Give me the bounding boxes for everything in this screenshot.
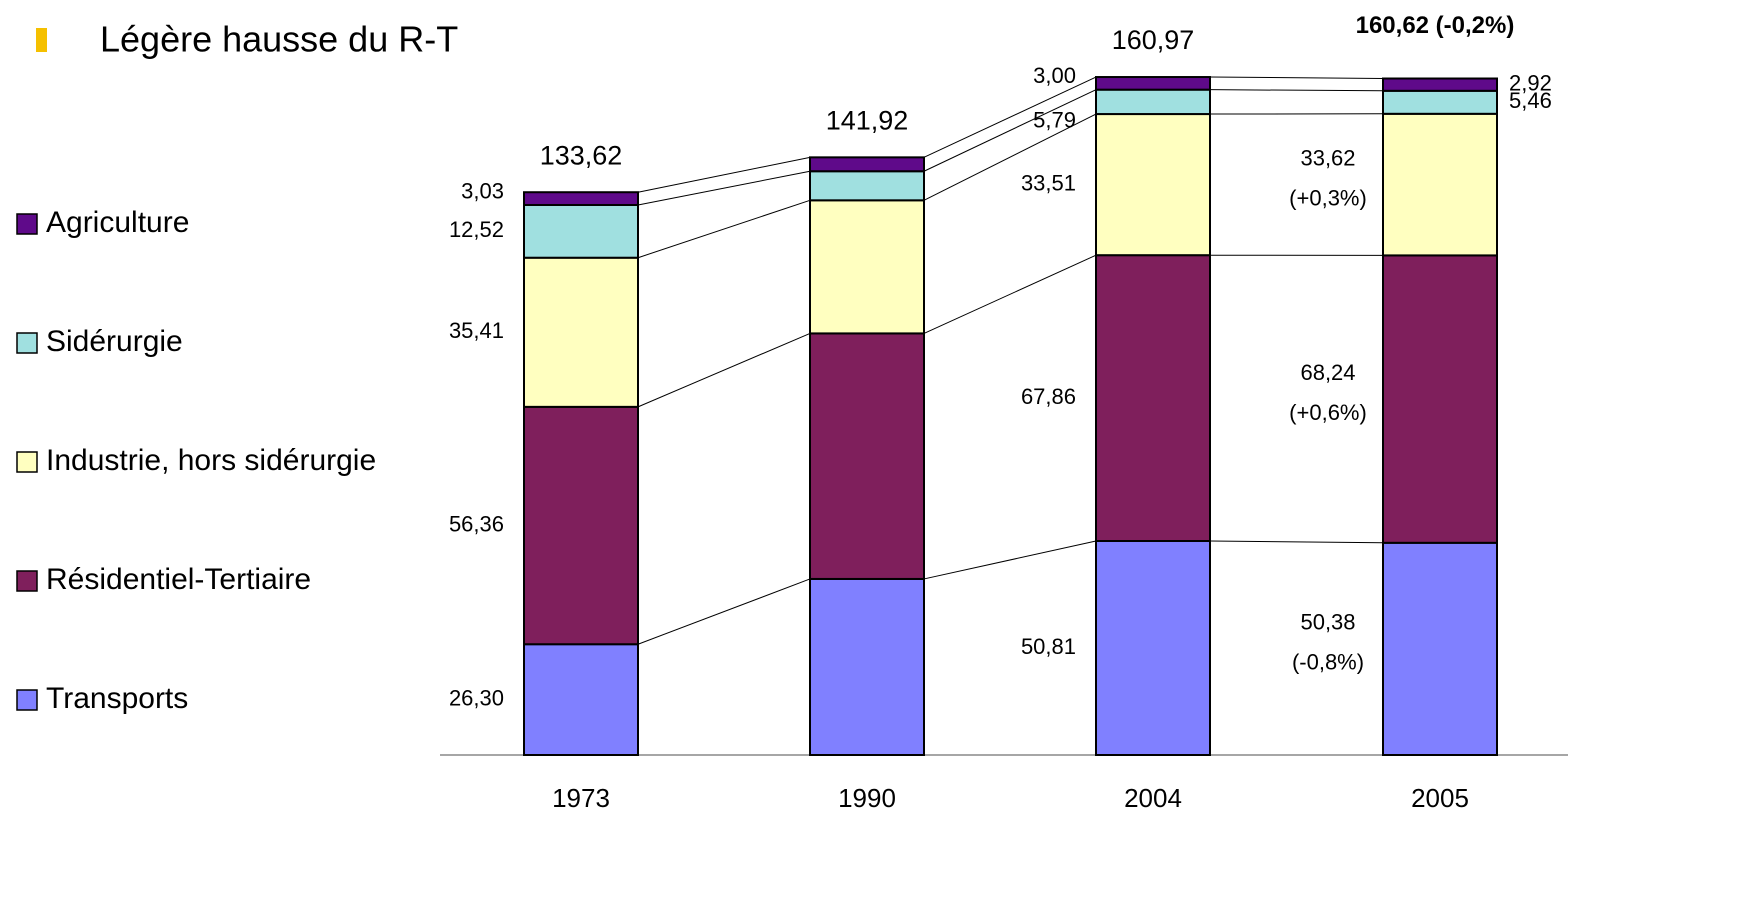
connector [1209, 89, 1384, 92]
connector [923, 113, 1097, 201]
legend-swatch [16, 332, 38, 354]
x-tick-label: 2005 [1411, 783, 1469, 813]
value-label: 33,51 [1021, 170, 1076, 195]
value-label: 33,62 [1300, 145, 1355, 170]
bar-segment [1382, 254, 1498, 544]
change-label: (+0,3%) [1289, 185, 1367, 210]
legend-swatch [16, 570, 38, 592]
value-label: 3,00 [1033, 63, 1076, 88]
bar-segment [809, 332, 925, 580]
bar-segment [1095, 88, 1211, 116]
legend-swatch [16, 213, 38, 235]
bar-segment [809, 156, 925, 173]
value-label: 68,24 [1300, 360, 1355, 385]
total-label: 141,92 [826, 105, 909, 135]
bar-segment [1095, 254, 1211, 543]
connector [1209, 540, 1384, 544]
legend-label: Industrie, hors sidérurgie [46, 444, 376, 477]
value-label: 5,79 [1033, 108, 1076, 133]
connector [1209, 76, 1384, 80]
bar-segment [1382, 89, 1498, 115]
bar-segment [523, 643, 639, 756]
value-label: 56,36 [449, 511, 504, 536]
value-label: 26,30 [449, 685, 504, 710]
total-label: 133,62 [540, 140, 623, 170]
connector [637, 578, 811, 645]
x-tick-label: 1973 [552, 783, 610, 813]
change-label: (-0,8%) [1292, 650, 1364, 675]
value-label: 3,03 [461, 178, 504, 203]
connector [923, 540, 1097, 580]
value-label: 12,52 [449, 217, 504, 242]
value-label: 5,46 [1509, 88, 1552, 113]
connector [637, 170, 811, 206]
bar-segment [809, 170, 925, 202]
x-tick-label: 2004 [1124, 783, 1182, 813]
bullet-text: Légère hausse du R-T [100, 19, 458, 60]
bar-segment [523, 405, 639, 646]
legend-label: Transports [46, 682, 188, 715]
bar-segment [1382, 77, 1498, 92]
bar-segment [1095, 76, 1211, 91]
legend-swatch [16, 689, 38, 711]
x-tick-label: 1990 [838, 783, 896, 813]
legend-label: Sidérurgie [46, 325, 183, 358]
bar-segment [523, 191, 639, 206]
value-label: 2,92 [1509, 70, 1552, 95]
connector [923, 254, 1097, 334]
bar-segment [1382, 541, 1498, 756]
total-label: 160,97 [1112, 25, 1195, 55]
bar-segment [523, 203, 639, 259]
value-label: 67,86 [1021, 384, 1076, 409]
legend-swatch [16, 451, 38, 473]
bullet-icon [36, 28, 47, 52]
bar-segment [809, 577, 925, 756]
value-label: 50,81 [1021, 634, 1076, 659]
change-label: (+0,6%) [1289, 400, 1367, 425]
bar-segment [1095, 540, 1211, 757]
value-label: 50,38 [1300, 610, 1355, 635]
legend-label: Agriculture [46, 206, 189, 239]
value-label: 35,41 [449, 318, 504, 343]
connector [637, 332, 811, 408]
connector [637, 156, 811, 193]
total-label: 160,62 (-0,2%) [1356, 12, 1515, 39]
connector [637, 199, 811, 259]
connector [923, 89, 1097, 172]
connector [923, 76, 1097, 158]
legend-label: Résidentiel-Tertiaire [46, 563, 311, 596]
bar-segment [809, 199, 925, 335]
bar-segment [1382, 112, 1498, 257]
bar-segment [523, 256, 639, 408]
bar-segment [1095, 113, 1211, 257]
